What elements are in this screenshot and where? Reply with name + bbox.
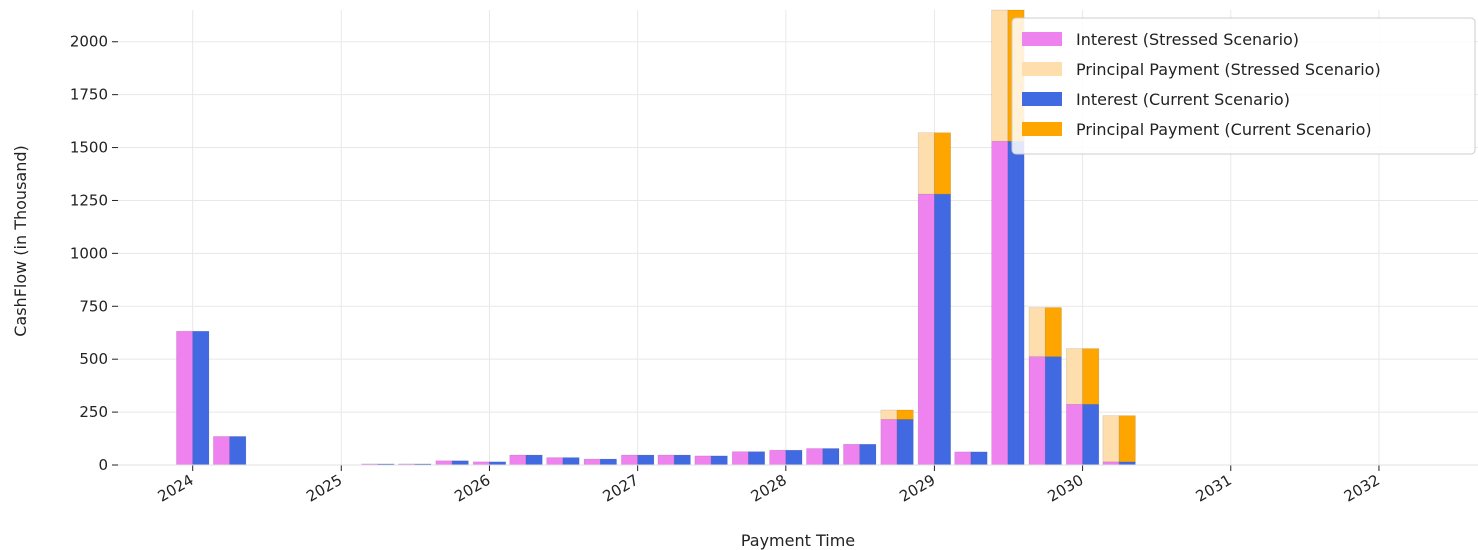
bar-interest-current-scenario <box>934 193 951 466</box>
bar-interest-stressed-scenario <box>213 436 230 466</box>
legend-entry: Principal Payment (Stressed Scenario) <box>1076 60 1381 79</box>
y-axis-label: CashFlow (in Thousand) <box>11 145 30 337</box>
bar-interest-stressed-scenario <box>991 140 1009 466</box>
bar-principal-payment-current-scenario <box>934 132 951 195</box>
bar-principal-payment-stressed-scenario <box>1028 307 1046 357</box>
bar-interest-stressed-scenario <box>546 457 564 466</box>
bar-interest-current-scenario <box>785 449 803 466</box>
bar-interest-current-scenario <box>192 330 210 466</box>
bar-interest-stressed-scenario <box>176 330 194 466</box>
bar-interest-stressed-scenario <box>954 451 972 466</box>
bar-interest-current-scenario <box>637 454 655 466</box>
bar-interest-current-scenario <box>673 454 691 466</box>
legend-entry: Interest (Stressed Scenario) <box>1076 30 1299 49</box>
bar-interest-stressed-scenario <box>731 451 749 466</box>
bar-principal-payment-stressed-scenario <box>1066 348 1083 405</box>
legend-swatch <box>1022 32 1062 46</box>
bar-interest-current-scenario <box>710 455 728 466</box>
bar-interest-stressed-scenario <box>769 449 787 466</box>
bar-interest-stressed-scenario <box>694 455 712 466</box>
bar-interest-stressed-scenario <box>1066 403 1083 466</box>
legend-entry: Interest (Current Scenario) <box>1076 90 1290 109</box>
y-tick-label: 1250 <box>70 191 108 209</box>
bar-interest-current-scenario <box>562 457 580 466</box>
bar-principal-payment-stressed-scenario <box>1102 415 1120 463</box>
x-tick-label: 2029 <box>896 471 938 506</box>
legend-swatch <box>1022 62 1062 76</box>
x-tick-label: 2031 <box>1193 471 1235 506</box>
bar-principal-payment-current-scenario <box>896 409 914 420</box>
x-tick-label: 2026 <box>451 471 493 506</box>
bar-interest-current-scenario <box>970 451 988 466</box>
legend-swatch <box>1022 122 1062 136</box>
x-tick-label: 2025 <box>303 471 345 506</box>
bar-interest-stressed-scenario <box>1028 356 1046 466</box>
y-tick-label: 500 <box>79 350 108 368</box>
bar-interest-stressed-scenario <box>917 193 935 466</box>
y-tick-label: 1750 <box>70 86 108 104</box>
y-tick-label: 250 <box>79 403 108 421</box>
bar-interest-stressed-scenario <box>583 458 601 466</box>
bar-interest-current-scenario <box>748 451 766 466</box>
bar-interest-current-scenario <box>599 458 617 466</box>
bar-interest-current-scenario <box>1044 356 1062 466</box>
x-tick-label: 2030 <box>1045 471 1087 506</box>
bar-interest-stressed-scenario <box>621 454 638 466</box>
bar-principal-payment-current-scenario <box>1044 307 1062 357</box>
bar-interest-stressed-scenario <box>435 460 453 466</box>
bar-principal-payment-stressed-scenario <box>991 9 1009 142</box>
bar-interest-current-scenario <box>896 419 914 466</box>
bar-principal-payment-stressed-scenario <box>880 409 898 420</box>
x-axis-label: Payment Time <box>741 531 855 550</box>
legend-swatch <box>1022 92 1062 106</box>
bar-interest-stressed-scenario <box>843 443 861 466</box>
bar-interest-current-scenario <box>525 454 543 466</box>
legend-entry: Principal Payment (Current Scenario) <box>1076 120 1372 139</box>
y-tick-label: 0 <box>98 456 108 474</box>
x-tick-label: 2027 <box>600 471 642 506</box>
bars <box>176 9 1136 466</box>
legend-box <box>1011 17 1476 155</box>
y-tick-label: 2000 <box>70 33 108 51</box>
y-tick-label: 1500 <box>70 139 108 157</box>
bar-interest-stressed-scenario <box>806 448 824 466</box>
bar-principal-payment-stressed-scenario <box>917 132 935 195</box>
bar-interest-stressed-scenario <box>509 454 527 466</box>
grid <box>118 10 1478 466</box>
bar-interest-stressed-scenario <box>657 454 675 466</box>
x-tick-label: 2028 <box>748 471 790 506</box>
bar-interest-current-scenario <box>822 448 840 466</box>
bar-principal-payment-current-scenario <box>1082 348 1100 405</box>
bar-interest-current-scenario <box>1082 403 1100 466</box>
x-tick-label: 2024 <box>155 471 197 506</box>
bar-interest-current-scenario <box>859 443 877 466</box>
bar-interest-current-scenario <box>451 460 469 466</box>
legend: Interest (Stressed Scenario) Principal Pa… <box>1011 17 1476 155</box>
bar-interest-stressed-scenario <box>880 419 898 466</box>
bar-principal-payment-current-scenario <box>1118 415 1136 463</box>
y-tick-label: 750 <box>79 297 108 315</box>
x-tick-label: 2032 <box>1341 471 1383 506</box>
y-tick-label: 1000 <box>70 244 108 262</box>
bar-interest-current-scenario <box>1007 140 1025 466</box>
bar-interest-current-scenario <box>229 436 247 466</box>
